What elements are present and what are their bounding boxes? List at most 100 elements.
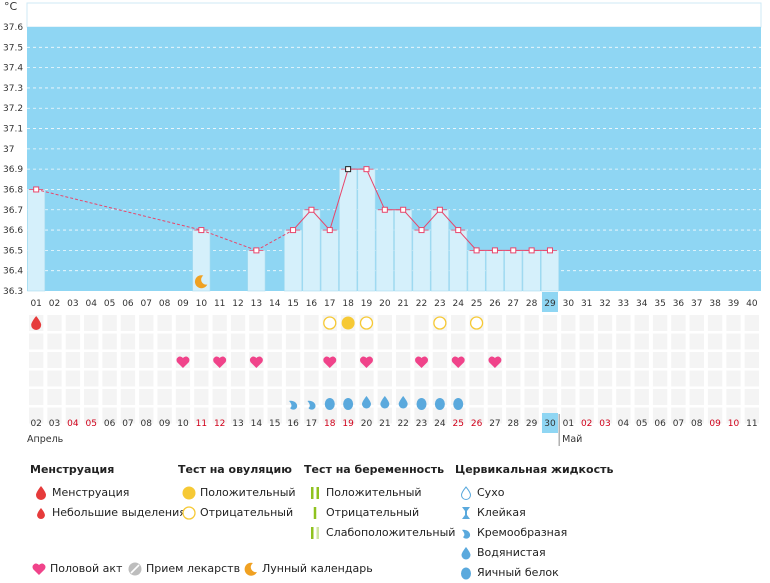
event-cell: [285, 407, 301, 424]
legend-cervical-title: Цервикальная жидкость: [455, 463, 614, 476]
bottom-date-label: 07: [673, 419, 684, 429]
temperature-point: [473, 247, 480, 254]
legend-label: Яичный белок: [477, 566, 559, 579]
event-cell: [634, 389, 649, 405]
event-cell: [671, 389, 686, 405]
temperature-point: [436, 206, 443, 213]
legend-label: Слабоположительный: [326, 526, 456, 539]
bottom-date-label: 01: [563, 419, 574, 429]
event-cell: [29, 333, 44, 350]
event-cell: [47, 315, 62, 331]
event-cell: [579, 370, 594, 387]
legend-label: Положительный: [326, 486, 422, 499]
event-cell: [230, 389, 246, 405]
event-cell: [726, 315, 741, 331]
sticky-icon: [455, 503, 477, 523]
temperature-point: [308, 206, 315, 213]
bottom-date-label: 17: [306, 419, 317, 429]
event-cell: [120, 389, 136, 405]
event-cell: [451, 333, 466, 350]
legend-label: Отрицательный: [200, 506, 294, 519]
event-cell: [65, 407, 81, 424]
event-cell: [542, 352, 558, 368]
event-cell: [84, 407, 99, 424]
top-day-label: 38: [709, 299, 721, 309]
event-cell: [230, 333, 246, 350]
event-cell: [542, 315, 558, 331]
event-cell: [194, 407, 209, 424]
bottom-date-label: 06: [654, 419, 666, 429]
month-label: Май: [562, 434, 582, 445]
event-cell: [102, 352, 117, 368]
event-cell: [120, 315, 136, 331]
y-tick-label: 36.7: [3, 206, 23, 216]
temperature-line-segment: [402, 209, 422, 231]
event-cell: [671, 370, 686, 387]
event-cell: [285, 333, 301, 350]
event-cell: [579, 315, 594, 331]
creamy-drop-icon: [289, 400, 298, 410]
event-cell: [65, 333, 81, 350]
event-cell: [340, 333, 356, 350]
event-cell: [524, 352, 539, 368]
temperature-line-segment: [457, 229, 477, 251]
legend-menstruation: Менструация Менструация Небольшие выделе…: [30, 463, 186, 523]
highlight-date-box: [541, 413, 558, 433]
event-cell: [47, 352, 62, 368]
bottom-date-label: 08: [691, 419, 703, 429]
top-day-label: 13: [251, 299, 262, 309]
egg-white-icon: [343, 398, 354, 410]
event-cell: [561, 352, 576, 368]
event-cell: [542, 389, 558, 405]
top-day-label: 25: [471, 299, 482, 309]
heart-icon: [176, 356, 190, 368]
event-cell: [396, 352, 411, 368]
event-cell: [432, 333, 448, 350]
event-cell: [304, 315, 319, 331]
bottom-date-label: 18: [324, 419, 336, 429]
legend-pregnancy-title: Тест на беременность: [304, 463, 445, 476]
event-cell: [469, 407, 484, 424]
bottom-date-label: 28: [508, 419, 520, 429]
pregnancy-weak-icon: [304, 523, 326, 543]
bottom-date-label: 09: [159, 419, 171, 429]
event-cell: [377, 352, 392, 368]
event-cell: [506, 407, 521, 424]
event-cell: [487, 333, 503, 350]
legend-item-spotting: Небольшие выделения: [30, 503, 186, 523]
event-cell: [340, 407, 356, 424]
event-cell: [487, 370, 503, 387]
temperature-bars: [27, 168, 559, 292]
event-cell: [285, 315, 301, 331]
event-cell: [506, 370, 521, 387]
event-cell: [304, 370, 319, 387]
event-cell: [689, 389, 704, 405]
legend-menstruation-title: Менструация: [30, 463, 115, 476]
pregnancy-positive-icon: [304, 483, 326, 503]
legend-item-intercourse: Половой акт: [28, 560, 122, 578]
event-cell: [579, 389, 594, 405]
y-tick-label: 37.4: [3, 64, 23, 74]
event-cell: [230, 407, 246, 424]
top-day-label: 24: [452, 299, 464, 309]
temperature-point: [491, 247, 498, 254]
event-cell: [396, 315, 411, 331]
top-day-axis: 01 02 03 04 05 06 07 08 09 10 11 12 13 14 15 16 17 18 19 20…: [30, 292, 758, 312]
plot-white-top: [26, 2, 762, 28]
event-cell: [414, 407, 429, 424]
moon-icon: [240, 560, 262, 578]
bottom-date-label: 07: [122, 419, 133, 429]
temperature-line-segment: [292, 209, 312, 231]
event-cell: [194, 389, 209, 405]
temperature-point: [381, 206, 388, 213]
event-cell: [506, 333, 521, 350]
event-cell: [597, 389, 613, 405]
y-tick-label: 37.6: [3, 23, 23, 33]
event-cell: [579, 407, 594, 424]
event-cell: [469, 333, 484, 350]
event-cell: [157, 407, 172, 424]
top-day-label: 07: [141, 299, 152, 309]
event-cell: [597, 352, 613, 368]
event-cell: [707, 352, 723, 368]
blood-drop-icon: [31, 316, 42, 330]
